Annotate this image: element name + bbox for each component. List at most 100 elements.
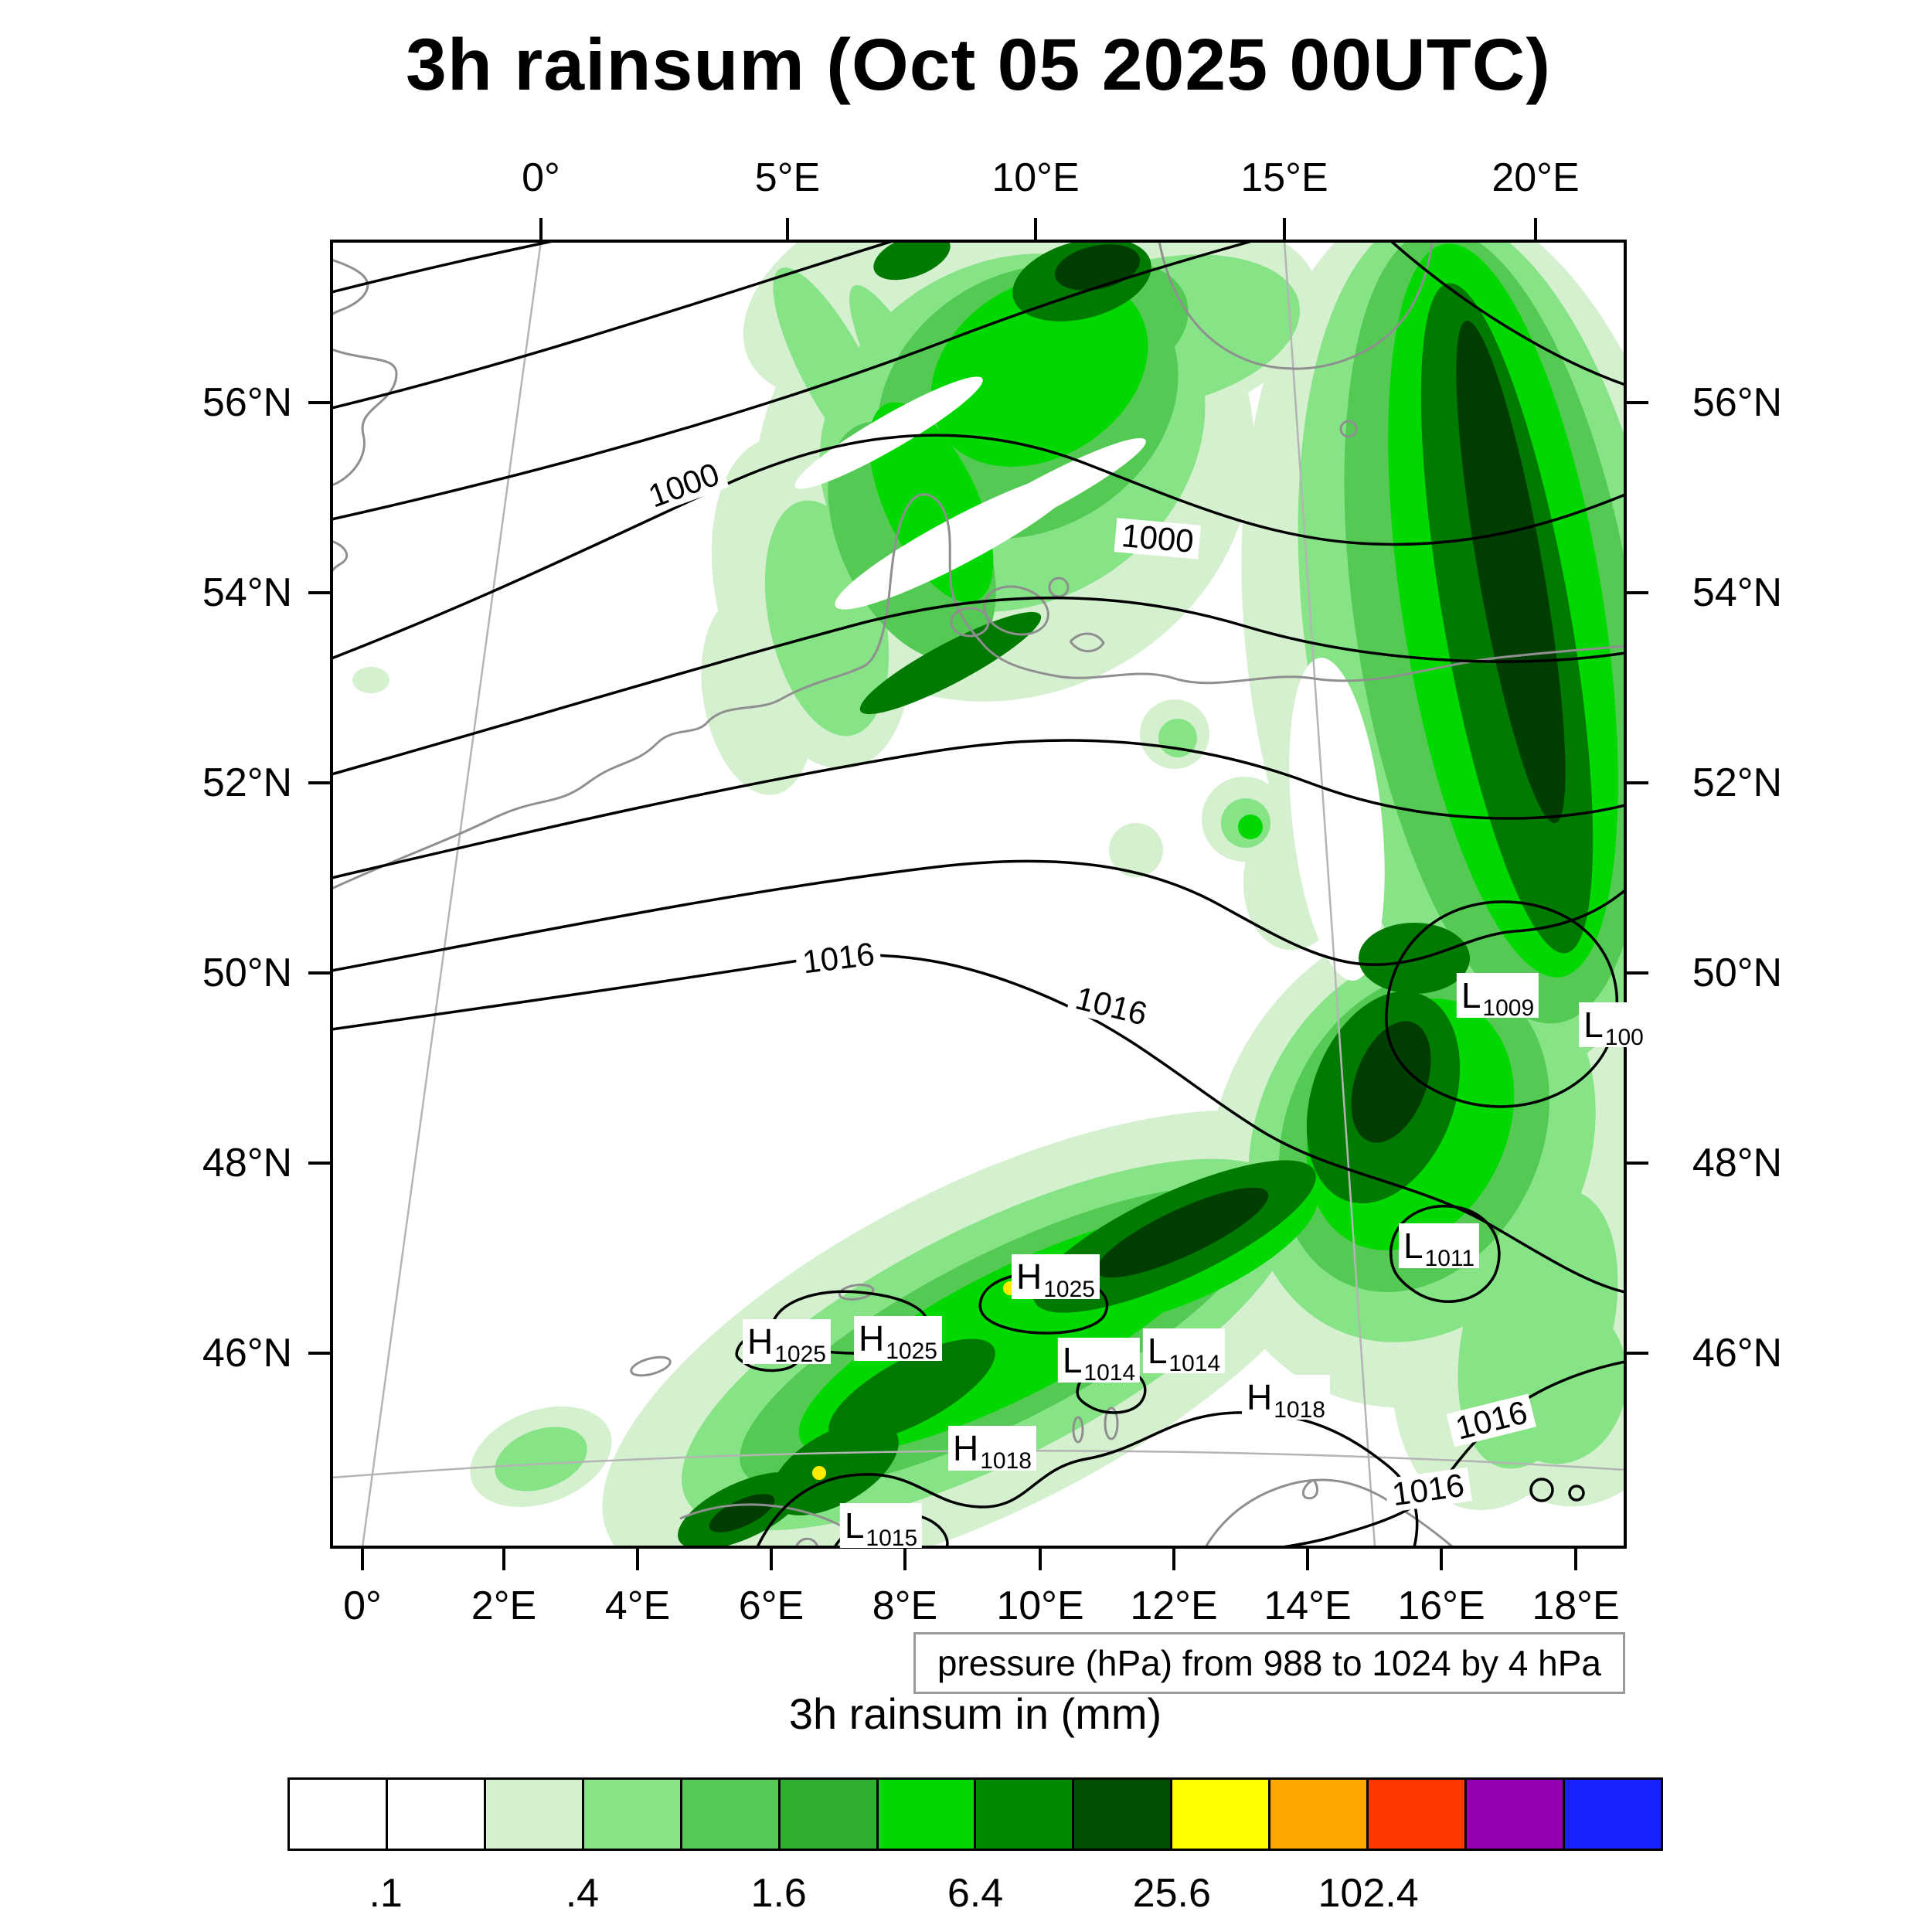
pressure-center-label: L 1015 (839, 1503, 923, 1551)
axis-label-top: 15°E (1240, 155, 1328, 200)
pressure-center-letter: L (844, 1505, 865, 1546)
pressure-center-value: 1014 (1168, 1351, 1221, 1376)
colorbar-cell (483, 1777, 584, 1851)
colorbar-tick-label: 102.4 (1318, 1871, 1419, 1916)
colorbar-tick-label: 25.6 (1132, 1871, 1211, 1916)
colorbar-cell (1366, 1777, 1468, 1851)
pressure-center-value: 1018 (1274, 1397, 1325, 1423)
colorbar-cell (876, 1777, 977, 1851)
map-frame (330, 240, 1627, 1549)
axis-tick-top (539, 218, 543, 241)
axis-label-bottom: 6°E (738, 1583, 804, 1628)
axis-tick-bottom (502, 1547, 505, 1570)
axis-tick-right (1625, 971, 1648, 975)
axis-tick-bottom (1440, 1547, 1443, 1570)
pressure-center-value: 100 (1604, 1025, 1644, 1050)
axis-tick-top (1034, 218, 1037, 241)
axis-label-right: 52°N (1692, 760, 1783, 805)
pressure-center-label: H 1025 (743, 1319, 831, 1367)
pressure-center-value: 1011 (1424, 1246, 1475, 1271)
colorbar-cell (1562, 1777, 1663, 1851)
rain-shading-layer (352, 241, 1625, 1547)
colorbar-tick-label: .1 (369, 1871, 403, 1916)
colorbar-tick-label: 6.4 (947, 1871, 1004, 1916)
axis-tick-bottom (1574, 1547, 1577, 1570)
axis-label-left: 48°N (202, 1141, 293, 1185)
axis-label-right: 54°N (1692, 570, 1783, 615)
pressure-center-letter: H (859, 1318, 885, 1359)
axis-tick-bottom (903, 1547, 906, 1570)
axis-label-right: 50°N (1692, 951, 1783, 995)
axis-label-bottom: 4°E (604, 1583, 671, 1628)
axis-label-bottom: 10°E (996, 1583, 1084, 1628)
axis-label-right: 46°N (1692, 1331, 1783, 1376)
pressure-center-value: 1015 (866, 1526, 918, 1551)
axis-tick-left (308, 591, 332, 594)
pressure-note-container: pressure (hPa) from 988 to 1024 by 4 hPa (913, 1632, 1625, 1694)
axis-label-left: 50°N (202, 951, 293, 995)
axis-tick-left (308, 781, 332, 784)
axis-tick-right (1625, 781, 1648, 784)
axis-tick-right (1625, 591, 1648, 594)
colorbar-cell (777, 1777, 879, 1851)
axis-label-bottom: 14°E (1264, 1583, 1352, 1628)
axis-label-top: 5°E (754, 155, 821, 200)
axis-tick-top (1534, 218, 1537, 241)
pressure-center-label: H 1025 (854, 1316, 942, 1364)
pressure-center-label: H 1018 (1242, 1375, 1330, 1423)
pressure-center-letter: L (1583, 1005, 1604, 1045)
pressure-center-letter: H (1247, 1377, 1273, 1417)
axis-label-bottom: 16°E (1397, 1583, 1485, 1628)
colorbar-title: 3h rainsum in (mm) (788, 1689, 1162, 1738)
axis-label-right: 56°N (1692, 380, 1783, 425)
pressure-center-letter: L (1147, 1331, 1168, 1371)
axis-tick-left (308, 1162, 332, 1165)
axis-label-right: 48°N (1692, 1141, 1783, 1185)
pressure-center-value: 1018 (980, 1448, 1032, 1474)
axis-tick-bottom (361, 1547, 364, 1570)
pressure-note: pressure (hPa) from 988 to 1024 by 4 hPa (913, 1632, 1625, 1694)
axis-label-bottom: 8°E (872, 1583, 938, 1628)
axis-label-bottom: 18°E (1532, 1583, 1620, 1628)
pressure-center-label: L 1011 (1398, 1223, 1480, 1271)
axis-tick-top (1283, 218, 1286, 241)
axis-label-top: 0° (522, 155, 560, 200)
pressure-center-value: 1025 (886, 1338, 937, 1364)
pressure-center-letter: L (1062, 1340, 1083, 1380)
axis-label-left: 46°N (202, 1331, 293, 1376)
axis-tick-right (1625, 401, 1648, 404)
axis-label-bottom: 2°E (471, 1583, 537, 1628)
pressure-center-label: L 1009 (1456, 973, 1539, 1021)
axis-tick-left (308, 971, 332, 975)
colorbar-cell (679, 1777, 781, 1851)
colorbar-cell (974, 1777, 1075, 1851)
axis-label-left: 52°N (202, 760, 293, 805)
axis-label-bottom: 0° (343, 1583, 382, 1628)
axis-label-top: 20°E (1492, 155, 1580, 200)
pressure-center-value: 1025 (1043, 1277, 1095, 1302)
colorbar-cell (385, 1777, 486, 1851)
pressure-center-letter: L (1403, 1226, 1423, 1266)
axis-tick-bottom (1172, 1547, 1175, 1570)
pressure-center-value: 1014 (1083, 1360, 1136, 1386)
axis-tick-left (308, 1352, 332, 1355)
axis-tick-bottom (770, 1547, 773, 1570)
axis-tick-right (1625, 1162, 1648, 1165)
axis-label-top: 10°E (992, 155, 1080, 200)
axis-tick-bottom (636, 1547, 639, 1570)
axis-label-left: 54°N (202, 570, 293, 615)
contour-inline-label: 1000 (1114, 517, 1202, 560)
axis-label-left: 56°N (202, 380, 293, 425)
axis-tick-right (1625, 1352, 1648, 1355)
colorbar-cell (1170, 1777, 1271, 1851)
colorbar-cell (581, 1777, 682, 1851)
axis-tick-bottom (1306, 1547, 1309, 1570)
pressure-center-label: L 100 (1579, 1002, 1648, 1050)
pressure-center-label: L 1014 (1142, 1328, 1226, 1376)
pressure-center-letter: L (1461, 975, 1481, 1015)
pressure-center-letter: H (1016, 1257, 1043, 1297)
colorbar-cell (1268, 1777, 1369, 1851)
pressure-center-value: 1025 (774, 1342, 826, 1367)
